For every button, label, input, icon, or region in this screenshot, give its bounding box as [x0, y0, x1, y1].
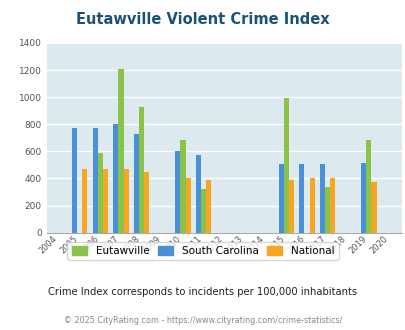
Bar — [319, 164, 324, 233]
Bar — [98, 153, 103, 233]
Bar — [278, 164, 283, 233]
Bar — [309, 179, 314, 233]
Bar — [118, 69, 123, 233]
Bar — [200, 189, 206, 233]
Text: © 2025 CityRating.com - https://www.cityrating.com/crime-statistics/: © 2025 CityRating.com - https://www.city… — [64, 316, 341, 325]
Text: Eutawville Violent Crime Index: Eutawville Violent Crime Index — [76, 12, 329, 26]
Bar — [185, 179, 190, 233]
Bar — [144, 172, 149, 233]
Bar — [134, 134, 139, 233]
Bar — [113, 124, 118, 233]
Bar — [196, 155, 200, 233]
Bar — [92, 128, 98, 233]
Bar — [123, 169, 128, 233]
Text: Crime Index corresponds to incidents per 100,000 inhabitants: Crime Index corresponds to incidents per… — [48, 287, 357, 297]
Bar — [371, 182, 376, 233]
Bar — [360, 163, 365, 233]
Bar — [329, 179, 335, 233]
Legend: Eutawville, South Carolina, National: Eutawville, South Carolina, National — [67, 242, 338, 260]
Bar — [288, 180, 293, 233]
Bar — [72, 128, 77, 233]
Bar — [103, 169, 108, 233]
Bar — [298, 164, 304, 233]
Bar — [139, 107, 144, 233]
Bar — [283, 98, 288, 233]
Bar — [324, 186, 329, 233]
Bar — [180, 141, 185, 233]
Bar — [365, 141, 371, 233]
Bar — [82, 169, 87, 233]
Bar — [175, 151, 180, 233]
Bar — [206, 180, 211, 233]
